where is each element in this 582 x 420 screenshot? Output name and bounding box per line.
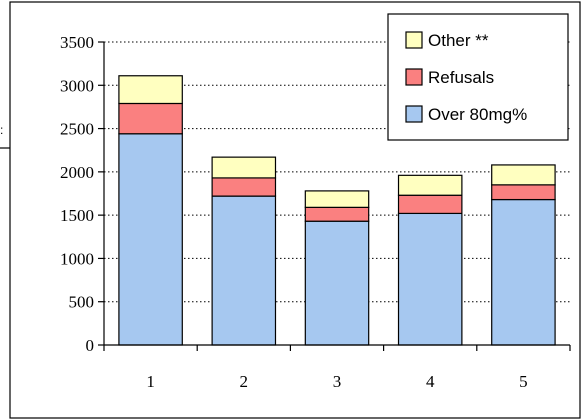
legend-label: Other ** xyxy=(428,31,489,50)
x-tick-label: 4 xyxy=(426,372,435,391)
y-tick-label: 1000 xyxy=(60,249,94,268)
bar-segment-2-cat-1 xyxy=(118,102,183,135)
x-tick-label: 5 xyxy=(519,372,528,391)
bar-segment-2-cat-3 xyxy=(304,206,370,222)
bar-segment-1-cat-5 xyxy=(491,198,556,346)
y-tick-label: 2000 xyxy=(60,163,94,182)
legend-swatch xyxy=(405,105,423,123)
bar-segment-1-cat-3 xyxy=(304,220,370,346)
bar-layer xyxy=(118,75,556,346)
x-tick-label: 2 xyxy=(240,372,249,391)
legend-label: Over 80mg% xyxy=(428,105,527,124)
bar-segment-3-cat-4 xyxy=(397,174,463,196)
bar-segment-2-cat-5 xyxy=(491,184,556,201)
bar-segment-3-cat-2 xyxy=(211,156,277,179)
chart-frame xyxy=(9,1,581,419)
bar-segment-3-cat-3 xyxy=(304,190,370,208)
y-tick-label: 3500 xyxy=(60,33,94,52)
left-edge-mark: : xyxy=(0,123,3,137)
legend-label: Refusals xyxy=(428,68,494,87)
bar-segment-3-cat-1 xyxy=(118,75,183,105)
y-tick-label: 1500 xyxy=(60,206,94,225)
y-tick-label: 2500 xyxy=(60,120,94,139)
legend: Other ** Refusals Over 80mg% xyxy=(387,13,569,141)
x-tick-label: 1 xyxy=(146,372,155,391)
bar-segment-1-cat-2 xyxy=(211,195,277,346)
legend-swatch xyxy=(405,68,423,86)
y-tick-label: 500 xyxy=(69,293,95,312)
bar-segment-2-cat-4 xyxy=(397,194,463,215)
y-tick-label: 3000 xyxy=(60,76,94,95)
bar-segment-2-cat-2 xyxy=(211,177,277,197)
x-tick-label: 3 xyxy=(333,372,342,391)
legend-swatch xyxy=(405,31,423,49)
axis-layer: 0 500 1000 1500 2000 2500 3000 3500 1 2 3 4 5 xyxy=(60,33,571,391)
bar-segment-1-cat-4 xyxy=(397,212,463,346)
bar-segment-3-cat-5 xyxy=(491,164,556,186)
y-tick-label: 0 xyxy=(86,336,95,355)
bar-segment-1-cat-1 xyxy=(118,133,183,346)
